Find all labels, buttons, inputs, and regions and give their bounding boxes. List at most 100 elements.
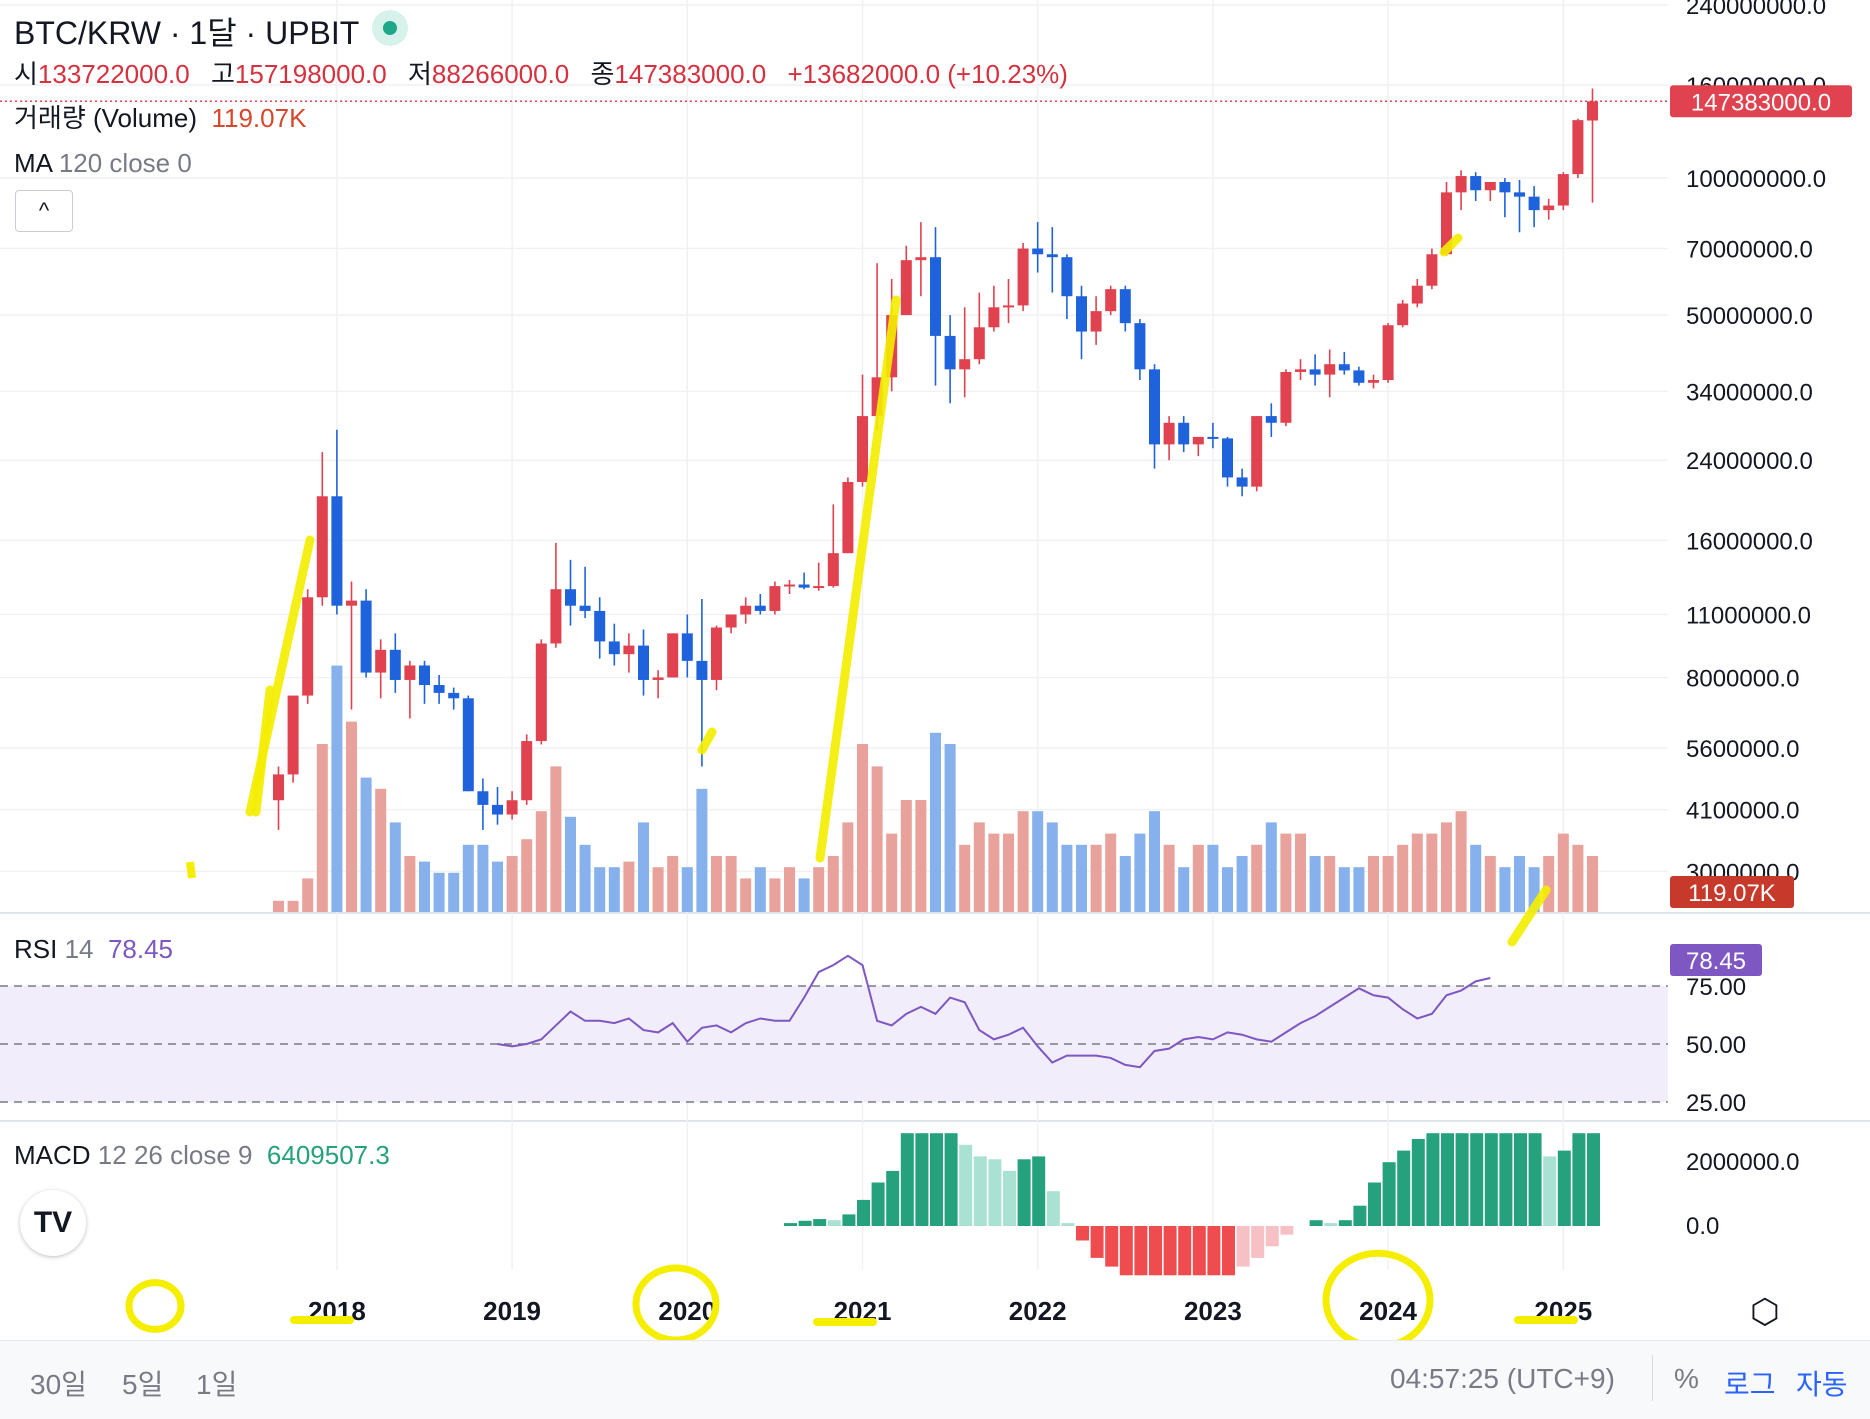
rsi-legend[interactable]: RSI 14 78.45 [14, 934, 173, 965]
low-label: 저 [407, 59, 432, 89]
price-axis-label: 100000000.0 [1686, 166, 1826, 193]
macd-histogram-bar [1178, 1226, 1192, 1276]
candle-body [521, 741, 533, 801]
rsi-tag-label: 78.45 [1686, 948, 1746, 975]
candle-body [1338, 364, 1350, 371]
volume-legend[interactable]: 거래량 (Volume) 119.07K [14, 98, 306, 135]
rsi-value: 78.45 [107, 934, 174, 964]
rsi-label: RSI [14, 934, 58, 964]
macd-histogram-bar [1265, 1226, 1279, 1247]
highlight-stroke [815, 295, 901, 863]
range-button-1d[interactable]: 1일 [196, 1369, 238, 1400]
macd-histogram-bar [1134, 1226, 1148, 1276]
rsi-axis-label: 50.00 [1686, 1032, 1746, 1059]
macd-histogram-bar [1514, 1133, 1527, 1226]
candle-body [681, 633, 693, 661]
macd-axis-label: 2000000.0 [1686, 1149, 1799, 1176]
macd-histogram-bar [1441, 1133, 1454, 1226]
volume-bar [696, 788, 708, 912]
high-label: 고 [210, 59, 235, 89]
volume-tag-label: 119.07K [1688, 880, 1776, 907]
candle-body [1105, 289, 1117, 312]
chevron-up-icon: ^ [38, 198, 50, 223]
tradingview-logo-icon[interactable]: TV [20, 1190, 86, 1256]
macd-params: 12 26 close 9 [97, 1140, 253, 1170]
auto-scale-button[interactable]: 자동 [1796, 1369, 1848, 1400]
candle-body [769, 586, 781, 611]
macd-histogram-bar [857, 1199, 870, 1226]
ma-legend[interactable]: MA 120 close 0 [14, 148, 192, 179]
volume-bar [667, 856, 679, 912]
candle-body [623, 645, 635, 655]
highlight-stroke [1439, 233, 1463, 257]
macd-axis-label: 0.0 [1686, 1213, 1719, 1240]
candle-body [1076, 296, 1087, 332]
candle-body [857, 416, 868, 482]
candle-body [900, 260, 912, 316]
macd-histogram-bar [871, 1182, 885, 1226]
volume-bar [1484, 856, 1496, 912]
volume-bar [1280, 833, 1292, 912]
percent-scale-button[interactable]: % [1674, 1363, 1699, 1394]
candle-body [462, 698, 474, 792]
volume-bar [477, 844, 489, 912]
candle-body [506, 800, 518, 815]
volume-bar [594, 867, 606, 912]
log-scale-button[interactable]: 로그 [1724, 1369, 1776, 1400]
range-button-5d[interactable]: 5일 [122, 1369, 164, 1400]
candle-body [1207, 436, 1219, 439]
volume-bar [1192, 844, 1204, 912]
chart-settings-icon[interactable]: ⬡ [1750, 1293, 1780, 1331]
price-axis-label: 8000000.0 [1686, 665, 1799, 692]
clock[interactable]: 04:57:25 (UTC+9) [1390, 1363, 1615, 1394]
macd-histogram-bar [900, 1133, 914, 1226]
volume-bar [930, 732, 941, 912]
candle-body [389, 649, 401, 680]
candle-body [1324, 364, 1336, 375]
candle-body [1499, 181, 1511, 193]
symbol-title[interactable]: BTC/KRW · 1달 · UPBIT [14, 15, 360, 51]
volume-bar [535, 811, 547, 912]
volume-bar [1090, 844, 1102, 912]
macd-histogram-bar [1368, 1182, 1381, 1226]
high-value: 157198000.0 [234, 59, 387, 89]
highlight-circle [1322, 1249, 1434, 1340]
volume-bar [579, 844, 591, 912]
volume-bar [1207, 844, 1219, 912]
volume-bar [404, 856, 416, 912]
volume-bar [448, 872, 460, 912]
highlight-circle [125, 1279, 185, 1333]
market-status-icon [372, 10, 408, 46]
macd-legend[interactable]: MACD 12 26 close 9 6409507.3 [14, 1140, 390, 1171]
range-button-30d[interactable]: 30일 [30, 1369, 87, 1400]
volume-bar [842, 822, 854, 912]
collapse-legend-button[interactable]: ^ [15, 190, 73, 232]
macd-histogram-bar [915, 1133, 929, 1226]
macd-histogram-bar [1076, 1226, 1089, 1241]
highlight-stroke [1507, 885, 1551, 947]
candle-body [1149, 369, 1160, 445]
candle-body [608, 641, 620, 655]
close-value: 147383000.0 [614, 59, 767, 89]
price-chart[interactable]: 2018 2019 2020 2021 2022 2023 2024 202524000000… [0, 0, 1870, 1340]
volume-bar [1163, 844, 1175, 912]
candle-body [1441, 192, 1452, 255]
macd-histogram-bar [1017, 1159, 1031, 1226]
volume-bar [1411, 833, 1423, 912]
volume-bar [1499, 867, 1511, 912]
candle-body [1426, 254, 1438, 286]
volume-bar [1470, 844, 1482, 912]
macd-histogram-bar [1587, 1133, 1600, 1226]
volume-bar [1251, 844, 1263, 912]
ma-label: MA [14, 148, 52, 178]
candle-body [331, 496, 343, 606]
candle-body [1368, 380, 1379, 383]
volume-bar [886, 833, 898, 912]
candle-body [477, 791, 489, 805]
rsi-params: 14 [64, 934, 94, 964]
price-axis-label: 70000000.0 [1686, 237, 1813, 264]
candle-body [988, 307, 1000, 328]
x-axis-label: 2020 [658, 1296, 716, 1326]
highlight-stroke [251, 685, 275, 817]
candle-body [696, 660, 708, 680]
